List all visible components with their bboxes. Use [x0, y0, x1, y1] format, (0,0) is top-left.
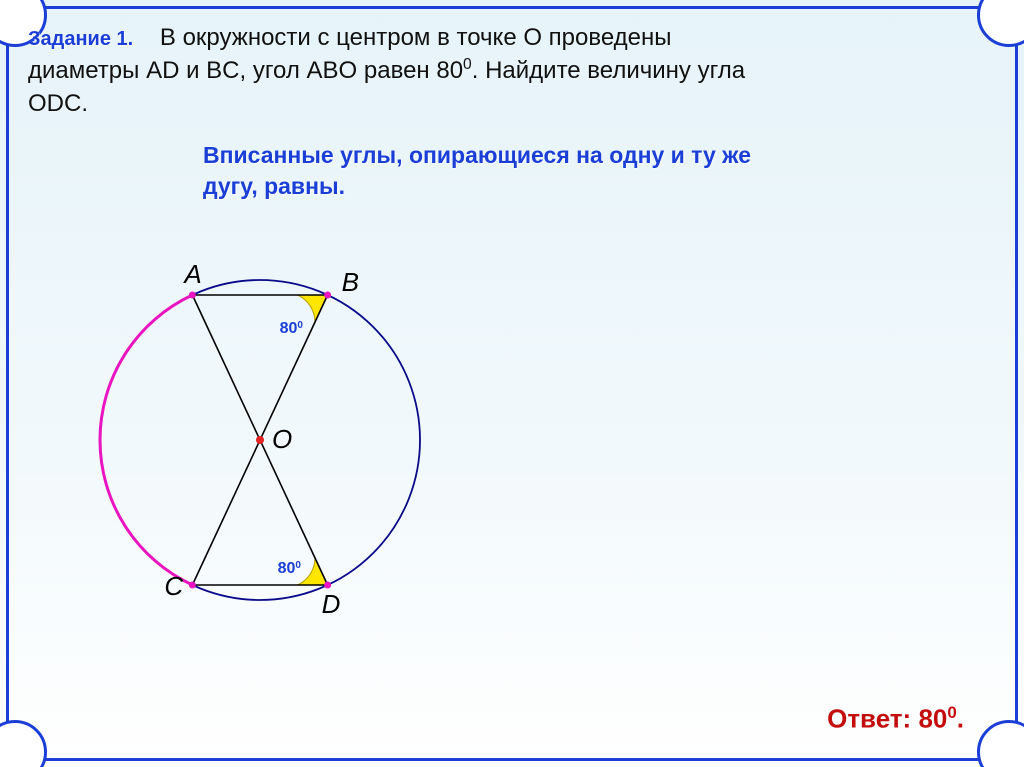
svg-text:800: 800: [280, 319, 304, 337]
svg-text:D: D: [322, 589, 341, 619]
problem-line2b: . Найдите величину угла: [472, 57, 745, 84]
hint-text: Вписанные углы, опирающиеся на одну и ту…: [203, 140, 996, 202]
svg-text:A: A: [182, 259, 201, 289]
svg-text:O: O: [272, 424, 292, 454]
problem-text: Задание 1. В окружности с центром в точк…: [28, 22, 996, 120]
task-label: Задание 1.: [28, 28, 133, 50]
svg-text:B: B: [342, 267, 359, 297]
svg-text:800: 800: [278, 560, 302, 578]
answer-value: 80: [918, 704, 947, 734]
answer: Ответ: 800.: [827, 703, 964, 735]
problem-line2a: диаметры AD и BC, угол ABO равен 80: [28, 57, 463, 84]
hint-line1: Вписанные углы, опирающиеся на одну и ту…: [203, 142, 751, 168]
problem-line1: В окружности с центром в точке О проведе…: [160, 24, 672, 51]
answer-suffix: .: [957, 704, 964, 734]
diagram: 800 800 A B C D O: [70, 240, 490, 675]
answer-prefix: Ответ:: [827, 704, 918, 734]
problem-line3: ODC.: [28, 90, 88, 117]
hint-line2: дугу, равны.: [203, 173, 345, 199]
svg-text:C: C: [164, 571, 183, 601]
